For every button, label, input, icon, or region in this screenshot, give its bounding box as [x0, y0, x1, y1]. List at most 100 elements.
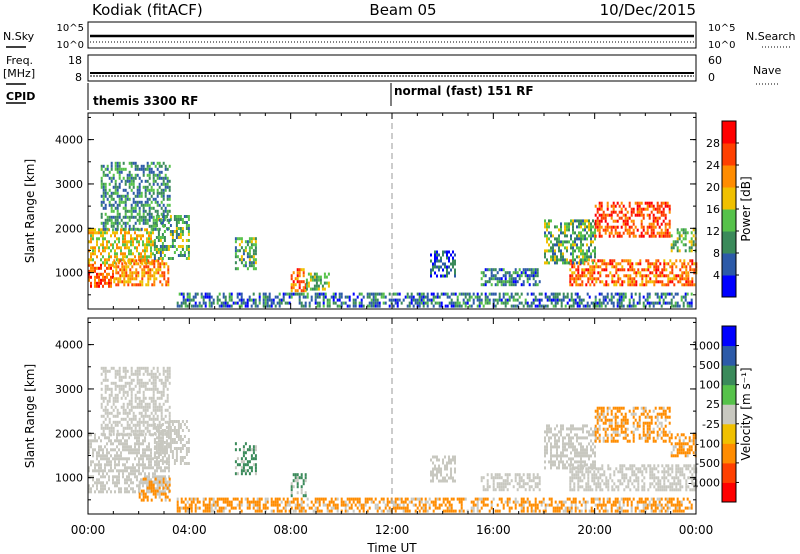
- range-gate-cell: [186, 506, 189, 510]
- range-gate-cell: [169, 426, 172, 429]
- range-gate-cell: [154, 475, 156, 479]
- range-gate-cell: [164, 206, 167, 210]
- range-gate-cell: [548, 225, 550, 229]
- range-gate-cell: [604, 213, 607, 217]
- range-gate-cell: [222, 292, 225, 296]
- range-gate-cell: [618, 292, 621, 296]
- range-gate-cell: [476, 503, 479, 507]
- range-gate-cell: [613, 265, 616, 269]
- range-gate-cell: [448, 509, 451, 513]
- range-gate-cell: [286, 301, 289, 305]
- range-gate-cell: [627, 268, 630, 272]
- range-gate-cell: [662, 213, 665, 217]
- range-gate-cell: [164, 215, 167, 219]
- range-gate-cell: [116, 255, 118, 259]
- range-gate-cell: [146, 457, 148, 461]
- range-gate-cell: [161, 245, 164, 248]
- range-gate-cell: [154, 481, 156, 485]
- range-gate-cell: [664, 503, 667, 507]
- range-gate-cell: [152, 486, 155, 490]
- range-gate-cell: [244, 442, 247, 446]
- range-gate-cell: [98, 272, 100, 276]
- range-gate-cell: [118, 240, 120, 244]
- range-gate-cell: [159, 441, 162, 444]
- range-gate-cell: [130, 481, 132, 485]
- range-gate-cell: [571, 283, 574, 287]
- range-gate-cell: [148, 466, 150, 470]
- range-gate-cell: [315, 284, 318, 288]
- range-gate-cell: [120, 490, 122, 494]
- range-gate-cell: [680, 234, 683, 238]
- range-gate-cell: [300, 292, 303, 296]
- scatter-region: [544, 219, 596, 265]
- range-gate-cell: [562, 500, 565, 504]
- range-gate-cell: [572, 301, 575, 305]
- range-gate-cell: [572, 246, 574, 250]
- range-gate-cell: [454, 509, 457, 513]
- range-gate-cell: [248, 295, 251, 299]
- range-gate-cell: [112, 176, 115, 180]
- range-gate-cell: [106, 454, 108, 458]
- range-gate-cell: [135, 271, 138, 275]
- range-gate-cell: [388, 298, 391, 302]
- range-gate-cell: [138, 402, 141, 406]
- range-gate-cell: [438, 265, 440, 269]
- range-gate-cell: [230, 295, 233, 299]
- range-gate-cell: [622, 292, 625, 296]
- range-gate-cell: [152, 366, 155, 370]
- range-gate-cell: [155, 236, 158, 239]
- range-gate-cell: [639, 271, 642, 275]
- range-gate-cell: [322, 295, 325, 299]
- range-gate-cell: [648, 503, 651, 507]
- range-gate-cell: [690, 240, 693, 244]
- range-gate-cell: [90, 231, 92, 235]
- range-gate-cell: [609, 271, 612, 275]
- range-gate-cell: [116, 243, 118, 247]
- range-gate-cell: [336, 298, 339, 302]
- range-gate-cell: [514, 304, 517, 308]
- range-gate-cell: [386, 497, 389, 501]
- range-gate-cell: [434, 271, 436, 275]
- range-gate-cell: [639, 259, 642, 263]
- range-gate-cell: [548, 231, 550, 235]
- range-gate-cell: [179, 462, 182, 465]
- range-gate-cell: [116, 475, 118, 479]
- nsky-trace: [90, 34, 694, 43]
- range-gate-cell: [158, 480, 161, 484]
- range-gate-cell: [628, 216, 631, 220]
- range-gate-cell: [650, 231, 653, 235]
- range-gate-cell: [116, 258, 118, 262]
- range-gate-cell: [428, 506, 431, 510]
- range-gate-cell: [552, 292, 555, 296]
- range-gate-cell: [130, 372, 133, 376]
- range-gate-cell: [616, 231, 619, 235]
- range-gate-cell: [546, 295, 549, 299]
- range-gate-cell: [160, 439, 162, 443]
- range-gate-cell: [584, 304, 587, 308]
- range-gate-cell: [127, 277, 130, 281]
- range-gate-cell: [188, 295, 191, 299]
- range-gate-cell: [514, 271, 517, 275]
- range-gate-cell: [114, 414, 117, 418]
- range-gate-cell: [658, 295, 661, 299]
- range-gate-cell: [504, 500, 507, 504]
- range-gate-cell: [185, 426, 188, 429]
- range-gate-cell: [146, 429, 149, 433]
- range-gate-cell: [148, 218, 151, 222]
- range-gate-cell: [336, 506, 339, 510]
- range-gate-cell: [601, 262, 604, 266]
- range-gate-cell: [528, 304, 531, 308]
- range-gate-cell: [490, 274, 493, 278]
- range-gate-cell: [617, 280, 620, 284]
- range-gate-cell: [631, 277, 634, 281]
- range-gate-cell: [540, 304, 543, 308]
- range-gate-cell: [598, 497, 601, 501]
- range-gate-cell: [142, 221, 145, 225]
- range-gate-cell: [392, 506, 395, 510]
- range-gate-cell: [96, 439, 98, 443]
- range-gate-cell: [560, 252, 562, 256]
- range-gate-cell: [116, 188, 119, 192]
- range-gate-cell: [346, 497, 349, 501]
- range-gate-cell: [181, 227, 184, 230]
- range-gate-cell: [112, 399, 115, 403]
